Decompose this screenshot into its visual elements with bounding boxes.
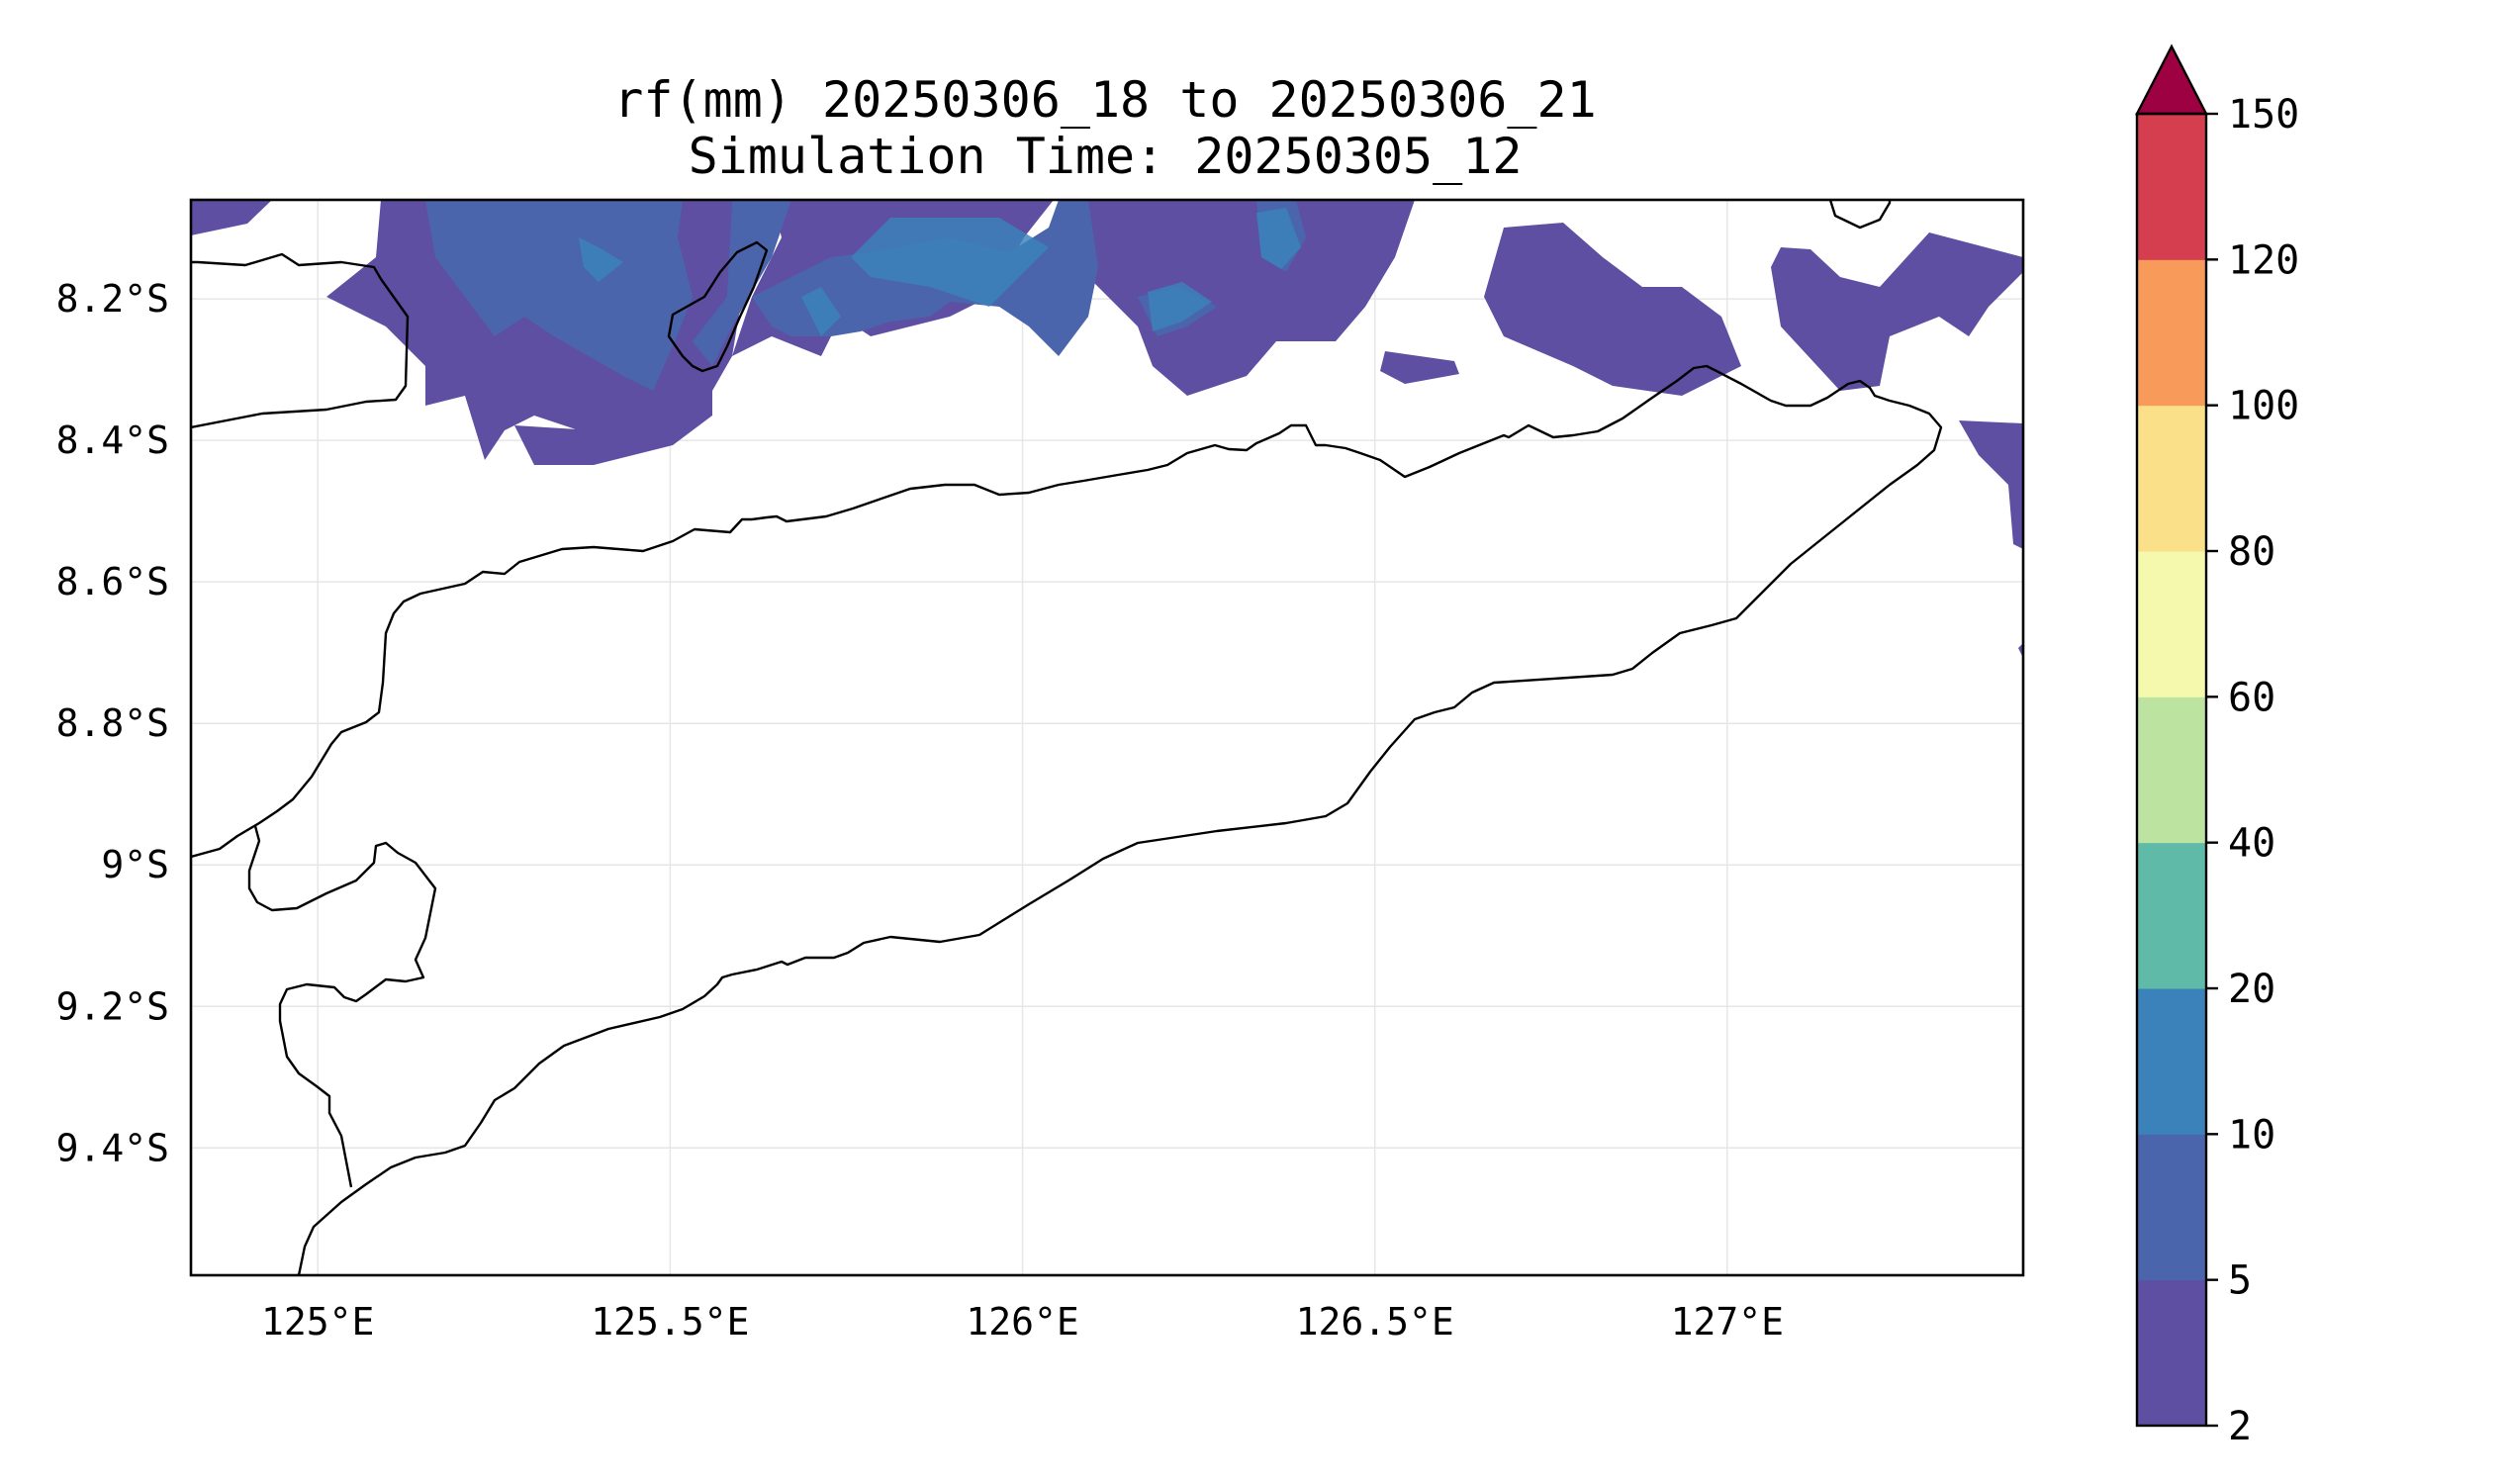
colorbar-bin: [2137, 405, 2206, 552]
gridlines: [191, 200, 2023, 1275]
map-frame: [189, 198, 2025, 1277]
x-tick-label: 126°E: [966, 1300, 1078, 1344]
colorbar: 2 5 10 20 40 60 80 100 120 150: [2135, 44, 2299, 1449]
colorbar-tick-label: 80: [2228, 529, 2275, 575]
colorbar-bin: [2137, 988, 2206, 1135]
rain-region-5-10: [425, 200, 1306, 391]
y-tick-label: 9.4°S: [56, 1126, 169, 1169]
coastlines: [191, 200, 1943, 1275]
x-tick-label: 125°E: [261, 1300, 374, 1344]
map-panel: 125°E 125.5°E 126°E 126.5°E 127°E 8.2°S 8.4°S…: [56, 198, 2025, 1344]
coastline-timor-main-north: [191, 364, 1943, 1275]
colorbar-extend-arrow: [2135, 44, 2208, 116]
coastline-wetar-south: [1828, 200, 1892, 230]
colorbar-bin: [2137, 259, 2206, 407]
y-tick-label: 8.4°S: [56, 418, 169, 462]
y-tick-label: 8.6°S: [56, 560, 169, 603]
x-axis-ticks: 125°E 125.5°E 126°E 126.5°E 127°E: [261, 1300, 1784, 1344]
coastline-atauro-island: [667, 240, 769, 373]
colorbar-bin: [2137, 696, 2206, 844]
plot-title-line2: Simulation Time: 20250305_12: [689, 128, 1523, 185]
colorbar-tick-label: 120: [2228, 237, 2299, 283]
plot-title-line1: rf(mm) 20250306_18 to 20250306_21: [613, 71, 1596, 129]
colorbar-tick-label: 60: [2228, 675, 2275, 720]
coastline-oecusse-border: [247, 825, 437, 1275]
y-tick-label: 9°S: [101, 843, 169, 886]
x-tick-label: 125.5°E: [591, 1300, 749, 1344]
colorbar-bin: [2137, 842, 2206, 989]
y-tick-label: 9.2°S: [56, 984, 169, 1028]
colorbar-bin: [2137, 114, 2206, 260]
rainfall-contours: [191, 200, 2023, 658]
y-tick-label: 8.8°S: [56, 701, 169, 745]
colorbar-tick-label: 5: [2228, 1258, 2252, 1304]
colorbar-bin: [2137, 551, 2206, 697]
colorbar-tick-label: 150: [2228, 92, 2299, 138]
colorbar-bin: [2137, 1134, 2206, 1281]
y-axis-ticks: 8.2°S 8.4°S 8.6°S 8.8°S 9°S 9.2°S 9.4°S: [56, 277, 169, 1169]
y-tick-label: 8.2°S: [56, 277, 169, 321]
colorbar-tick-label: 20: [2228, 967, 2275, 1012]
x-tick-label: 126.5°E: [1296, 1300, 1454, 1344]
colorbar-frame: [2135, 112, 2208, 1428]
colorbar-bin: [2137, 1279, 2206, 1427]
coastline-timor-north: [191, 252, 410, 429]
colorbar-tick-label: 10: [2228, 1112, 2275, 1158]
rain-region-10-20: [579, 208, 1301, 336]
colorbar-tick-label: 100: [2228, 384, 2299, 429]
colorbar-tick-label: 2: [2228, 1404, 2252, 1449]
colorbar-tick-label: 40: [2228, 821, 2275, 867]
x-tick-label: 127°E: [1671, 1300, 1784, 1344]
